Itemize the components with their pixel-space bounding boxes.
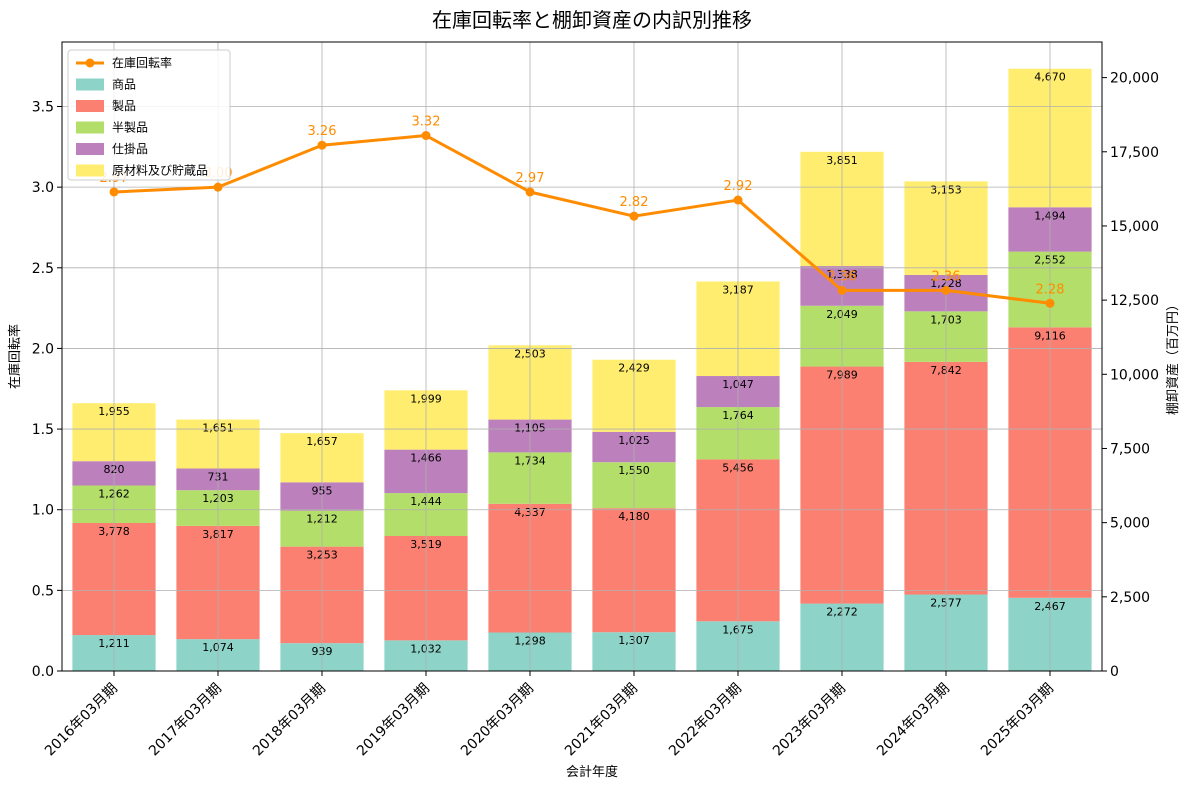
x-axis-title: 会計年度 bbox=[566, 764, 618, 780]
legend-line-marker bbox=[85, 58, 95, 68]
y-left-tick-label: 0.5 bbox=[32, 583, 54, 599]
legend-box bbox=[67, 49, 231, 181]
turnover-point bbox=[837, 285, 847, 295]
y-right-tick-label: 20,000 bbox=[1110, 71, 1159, 87]
turnover-point bbox=[941, 285, 951, 295]
y-right-tick-label: 7,500 bbox=[1110, 441, 1150, 457]
turnover-value-label: 3.32 bbox=[412, 115, 441, 130]
x-tick-label: 2025年03月期 bbox=[978, 681, 1057, 760]
turnover-value-label: 2.97 bbox=[516, 171, 545, 186]
turnover-point bbox=[733, 195, 743, 205]
chart-title: 在庫回転率と棚卸資産の内訳別推移 bbox=[432, 8, 752, 32]
y-right-tick-label: 2,500 bbox=[1110, 590, 1150, 606]
y-left-tick-label: 3.5 bbox=[32, 100, 54, 116]
turnover-value-label: 2.36 bbox=[932, 269, 961, 284]
x-tick-label: 2018年03月期 bbox=[250, 681, 329, 760]
turnover-point bbox=[629, 211, 639, 221]
x-tick-label: 2024年03月期 bbox=[874, 681, 953, 760]
y-left-tick-label: 1.5 bbox=[32, 422, 54, 438]
y-left-tick-label: 1.0 bbox=[32, 503, 54, 519]
y-right-tick-label: 15,000 bbox=[1110, 219, 1159, 235]
y-left-tick-label: 0.0 bbox=[32, 664, 54, 680]
turnover-point bbox=[109, 187, 119, 197]
legend-label: 原材料及び貯蔵品 bbox=[112, 164, 208, 178]
y-right-tick-label: 12,500 bbox=[1110, 293, 1159, 309]
turnover-value-label: 2.92 bbox=[724, 179, 753, 194]
turnover-line bbox=[113, 134, 1051, 305]
turnover-point bbox=[1045, 298, 1055, 308]
legend-label: 半製品 bbox=[112, 121, 148, 135]
x-tick-label: 2019年03月期 bbox=[354, 681, 433, 760]
legend-label: 仕掛品 bbox=[112, 141, 148, 156]
legend-swatch bbox=[76, 100, 104, 112]
y-left-tick-label: 2.0 bbox=[32, 341, 54, 357]
legend-label: 商品 bbox=[112, 77, 136, 92]
turnover-point bbox=[317, 140, 327, 150]
plot-frame bbox=[61, 41, 1103, 672]
y-right-tick-label: 5,000 bbox=[1110, 516, 1150, 532]
legend-swatch bbox=[76, 143, 104, 155]
legend-swatch bbox=[76, 164, 104, 177]
x-tick-label: 2021年03月期 bbox=[562, 681, 641, 760]
legend-swatch bbox=[76, 121, 104, 134]
y-right-tick-label: 17,500 bbox=[1110, 145, 1159, 161]
y-left-tick-label: 3.0 bbox=[32, 180, 54, 196]
x-tick-label: 2022年03月期 bbox=[666, 681, 745, 760]
x-tick-label: 2020年03月期 bbox=[458, 681, 537, 760]
x-tick-label: 2023年03月期 bbox=[770, 681, 849, 760]
legend-swatch bbox=[76, 78, 104, 91]
turnover-value-label: 3.26 bbox=[308, 124, 337, 139]
y-left-tick-label: 2.5 bbox=[32, 261, 54, 277]
turnover-value-label: 2.28 bbox=[1036, 282, 1065, 297]
x-tick-label: 2016年03月期 bbox=[42, 681, 121, 760]
turnover-point bbox=[525, 187, 535, 197]
turnover-value-label: 2.82 bbox=[620, 195, 649, 210]
legend-label: 製品 bbox=[112, 99, 136, 113]
y-left-axis-title: 在庫回転率 bbox=[7, 324, 23, 389]
turnover-point bbox=[421, 131, 431, 141]
legend-label: 在庫回転率 bbox=[112, 55, 172, 70]
y-right-axis-title: 棚卸資産（百万円） bbox=[1165, 298, 1181, 415]
turnover-value-label: 2.36 bbox=[828, 269, 857, 284]
y-right-tick-label: 10,000 bbox=[1110, 367, 1159, 383]
turnover-point bbox=[213, 182, 223, 192]
x-tick-label: 2017年03月期 bbox=[146, 681, 225, 760]
y-right-tick-label: 0 bbox=[1110, 664, 1119, 680]
